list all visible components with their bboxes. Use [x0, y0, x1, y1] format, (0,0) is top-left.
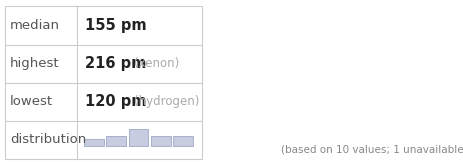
- Text: lowest: lowest: [10, 95, 53, 108]
- Bar: [106, 136, 126, 146]
- Bar: [84, 139, 104, 146]
- Text: 120 pm: 120 pm: [85, 94, 146, 109]
- Text: 155 pm: 155 pm: [85, 18, 146, 33]
- Text: 216 pm: 216 pm: [85, 56, 146, 71]
- Text: (xenon): (xenon): [133, 57, 179, 70]
- Text: median: median: [10, 19, 60, 32]
- Text: distribution: distribution: [10, 133, 86, 146]
- Bar: [150, 136, 170, 146]
- Text: highest: highest: [10, 57, 60, 70]
- Bar: [128, 129, 148, 146]
- Bar: [173, 136, 193, 146]
- Text: (based on 10 values; 1 unavailable): (based on 10 values; 1 unavailable): [280, 144, 463, 154]
- Text: (hydrogen): (hydrogen): [133, 95, 199, 108]
- Bar: [5, 6, 201, 159]
